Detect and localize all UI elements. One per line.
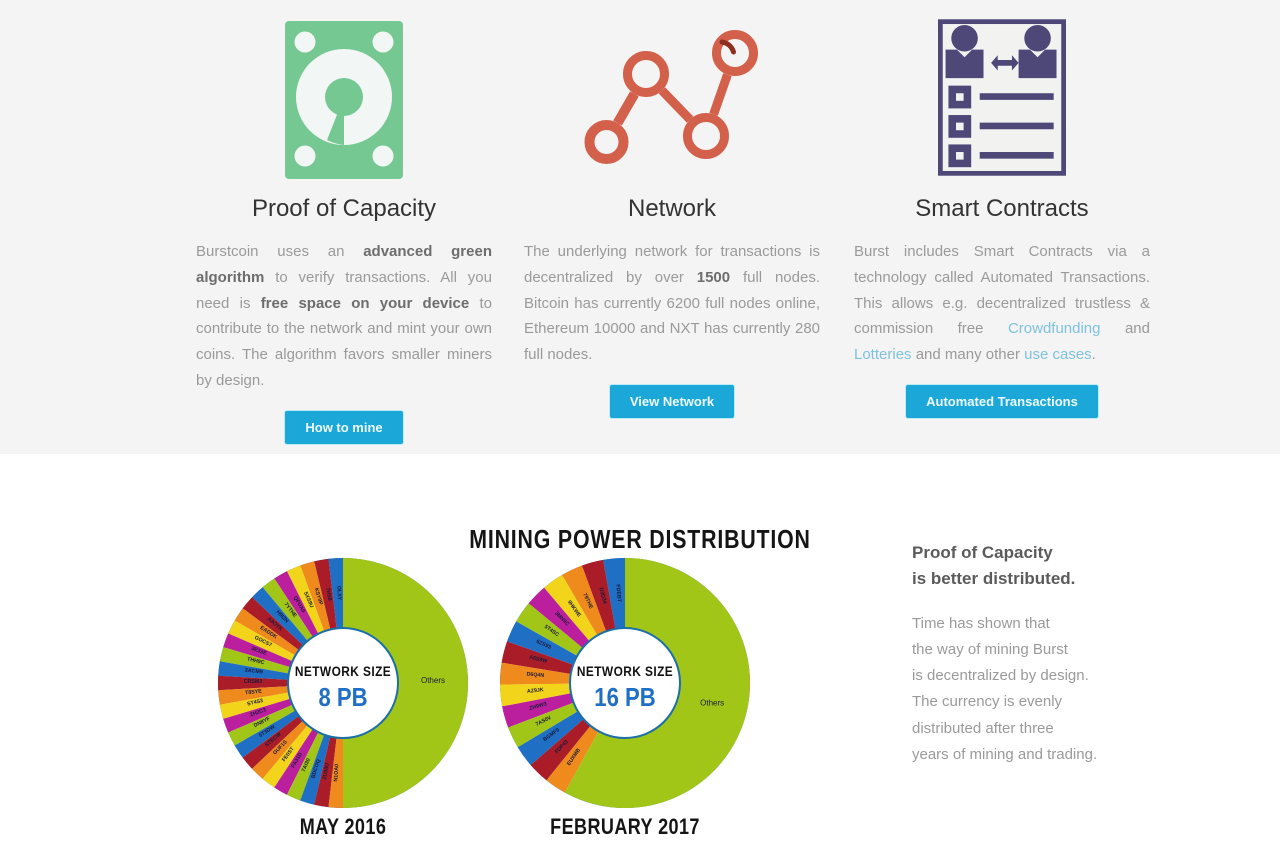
svg-text:N1OA0: N1OA0	[333, 764, 340, 782]
svg-text:NETWORK SIZE: NETWORK SIZE	[577, 663, 673, 679]
svg-text:NETWORK SIZE: NETWORK SIZE	[295, 663, 391, 679]
svg-text:16 PB: 16 PB	[594, 683, 655, 712]
svg-text:8 PB: 8 PB	[318, 683, 367, 712]
svg-text:CRSM3: CRSM3	[244, 679, 263, 685]
svg-text:OLXY: OLXY	[335, 586, 342, 601]
svg-text:Others: Others	[700, 698, 724, 707]
svg-text:Others: Others	[421, 676, 445, 685]
